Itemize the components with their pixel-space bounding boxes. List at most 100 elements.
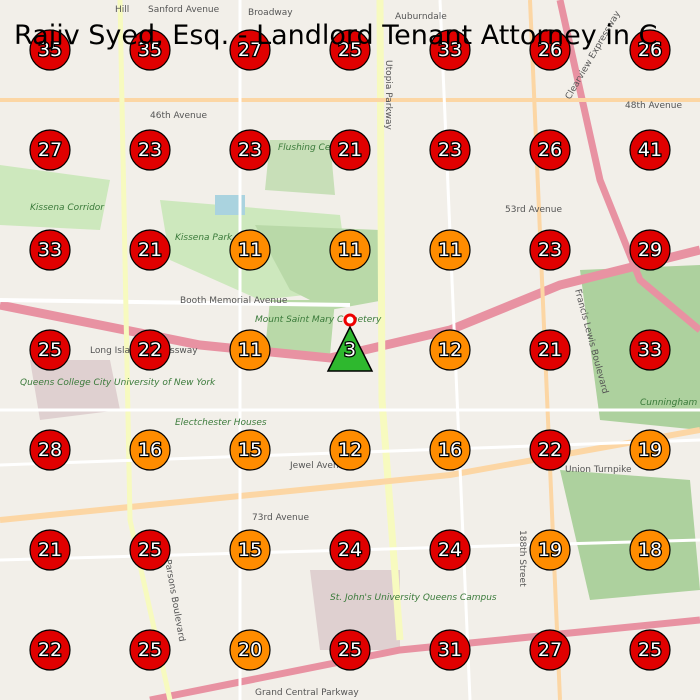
rank-marker: [529, 529, 571, 571]
rank-label: 23: [438, 139, 462, 161]
map-label: Kissena Corridor: [30, 203, 105, 213]
rank-marker: [629, 429, 671, 471]
rank-marker: [129, 29, 171, 71]
map-label: 53rd Avenue: [505, 205, 562, 215]
rank-label: 11: [238, 239, 262, 261]
rank-marker: [229, 329, 271, 371]
rank-label: 29: [638, 239, 662, 261]
rank-label: 35: [38, 39, 62, 61]
rank-label: 25: [638, 639, 662, 661]
rank-label: 22: [38, 639, 62, 661]
rank-marker: [229, 229, 271, 271]
rank-label: 24: [338, 539, 362, 561]
business-marker: [326, 325, 374, 372]
rank-label: 25: [138, 539, 162, 561]
rank-marker: [229, 629, 271, 671]
rank-marker: [629, 629, 671, 671]
map-label: Electchester Houses: [175, 418, 267, 428]
map-label: 188th Street: [517, 530, 527, 587]
rank-marker: [329, 229, 371, 271]
rank-label: 22: [538, 439, 562, 461]
map-label: Broadway: [248, 8, 293, 18]
rank-label: 26: [638, 39, 662, 61]
rank-marker: [529, 229, 571, 271]
rank-label: 27: [38, 139, 62, 161]
rank-marker: [29, 629, 71, 671]
rank-label: 23: [138, 139, 162, 161]
rank-marker: [129, 629, 171, 671]
location-pin: [343, 313, 357, 327]
rank-label: 41: [638, 139, 662, 161]
map-label: Utopia Parkway: [383, 60, 393, 131]
rank-label: 15: [238, 439, 262, 461]
rank-label: 22: [138, 339, 162, 361]
rank-marker: [629, 529, 671, 571]
rank-label: 21: [138, 239, 162, 261]
rank-marker: [229, 29, 271, 71]
rank-marker: [129, 529, 171, 571]
map-label: Cunningham Park: [640, 398, 700, 408]
rank-marker: [429, 429, 471, 471]
rank-label: 33: [438, 39, 462, 61]
rank-label: 23: [238, 139, 262, 161]
rank-marker: [129, 329, 171, 371]
rank-marker: [529, 329, 571, 371]
rank-markers: 35 35 27 25 33 26 26 27 23 23 21 23 26 41 33 21 11 11 11 23…: [29, 29, 671, 671]
map-label: Sanford Avenue: [148, 5, 220, 15]
rank-marker: [329, 629, 371, 671]
rank-marker: [629, 29, 671, 71]
rank-marker: [329, 429, 371, 471]
rank-marker: [29, 429, 71, 471]
rank-marker: [529, 629, 571, 671]
rank-label: 24: [438, 539, 462, 561]
map-label: Auburndale: [395, 12, 447, 22]
rank-marker: [129, 129, 171, 171]
rank-marker: [229, 529, 271, 571]
rank-marker: [429, 229, 471, 271]
rank-label: 21: [38, 539, 62, 561]
rank-marker: [329, 129, 371, 171]
rank-marker: [29, 29, 71, 71]
rank-label: 16: [138, 439, 162, 461]
rank-marker: [429, 129, 471, 171]
rank-marker: [129, 229, 171, 271]
rank-marker: [529, 129, 571, 171]
map-label: Hill: [115, 5, 129, 15]
rank-label: 33: [38, 239, 62, 261]
rank-label: 21: [538, 339, 562, 361]
rank-marker: [129, 429, 171, 471]
business-rank: 3: [344, 339, 356, 361]
rank-label: 26: [538, 39, 562, 61]
rank-marker: [229, 129, 271, 171]
rank-label: 12: [438, 339, 462, 361]
map-label: St. John's University Queens Campus: [330, 593, 497, 603]
map-title: Rajiv Syed, Esq. - Landlord Tenant Attor…: [14, 20, 657, 51]
rank-marker: [629, 229, 671, 271]
rank-marker: [529, 429, 571, 471]
rank-label: 21: [338, 139, 362, 161]
rank-marker: [329, 29, 371, 71]
rank-label: 25: [338, 39, 362, 61]
rank-marker: [29, 529, 71, 571]
rank-label: 19: [638, 439, 662, 461]
rank-marker: [429, 529, 471, 571]
rank-label: 11: [338, 239, 362, 261]
rank-label: 27: [238, 39, 262, 61]
rank-label: 11: [238, 339, 262, 361]
rank-label: 25: [38, 339, 62, 361]
map-label: Flushing Cemetery: [278, 143, 363, 153]
rank-marker: [629, 329, 671, 371]
rank-label: 19: [538, 539, 562, 561]
map-label: 73rd Avenue: [252, 513, 309, 523]
rank-marker: [29, 229, 71, 271]
rank-label: 26: [538, 139, 562, 161]
rank-marker: [29, 129, 71, 171]
rank-label: 31: [438, 639, 462, 661]
rank-label: 35: [138, 39, 162, 61]
rank-label: 25: [138, 639, 162, 661]
rank-label: 23: [538, 239, 562, 261]
rank-marker: [629, 129, 671, 171]
map-label: Jewel Avenue: [289, 461, 350, 471]
map-label: 48th Avenue: [625, 101, 682, 111]
